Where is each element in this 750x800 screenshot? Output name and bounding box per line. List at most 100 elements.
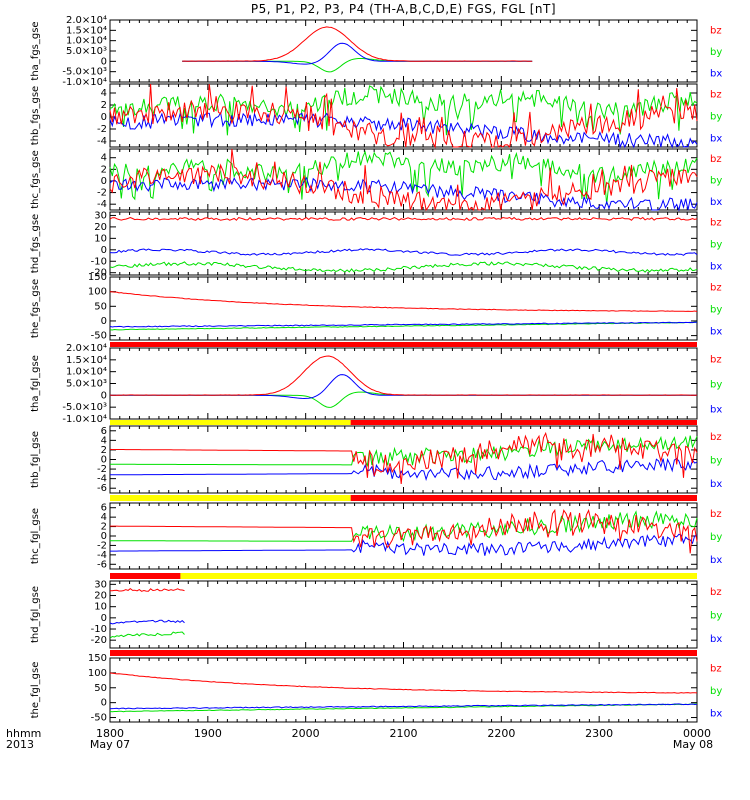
legend-bx: bx bbox=[710, 708, 722, 719]
y-axis-label: thd_fgl_gse bbox=[30, 586, 41, 643]
y-axis-label: thd_fgs_gse bbox=[30, 214, 41, 273]
y-tick-label: 2 bbox=[101, 445, 107, 456]
y-tick-label: -4 bbox=[97, 136, 107, 147]
legend-bx: bx bbox=[710, 555, 722, 566]
y-tick-label: -50 bbox=[91, 331, 107, 342]
series-bz-line bbox=[109, 672, 698, 694]
legend-by: by bbox=[710, 47, 722, 58]
y-tick-label: 2.0×10⁴ bbox=[66, 15, 107, 26]
y-tick-label: -50 bbox=[91, 713, 107, 724]
legend-by: by bbox=[710, 112, 722, 123]
series-bz-line bbox=[109, 431, 698, 485]
series-bz-line bbox=[109, 587, 185, 592]
y-tick-label: -1.0×10⁴ bbox=[62, 414, 107, 425]
y-tick-label: 0 bbox=[101, 56, 107, 67]
y-tick-label: 30 bbox=[94, 579, 107, 590]
series-bz-line bbox=[109, 148, 698, 212]
y-tick-label: 4 bbox=[101, 88, 107, 99]
legend-by: by bbox=[710, 456, 722, 467]
y-tick-label: 0 bbox=[101, 112, 107, 123]
y-tick-label: -2 bbox=[97, 188, 107, 199]
y-tick-label: 2 bbox=[101, 522, 107, 533]
y-tick-label: 50 bbox=[94, 683, 107, 694]
y-tick-label: -2 bbox=[97, 464, 107, 475]
status-bar-segment bbox=[110, 650, 697, 656]
panel-frame bbox=[109, 148, 698, 211]
series-bx-line bbox=[110, 533, 698, 556]
legend-by: by bbox=[710, 176, 722, 187]
series-bz-line bbox=[109, 83, 698, 149]
x-tick-label: 1800 bbox=[96, 727, 124, 740]
legend-bx: bx bbox=[710, 69, 722, 80]
series-by-line bbox=[109, 703, 698, 713]
status-bar-segment bbox=[180, 573, 697, 579]
series-by-line bbox=[110, 391, 697, 408]
y-tick-label: -6 bbox=[97, 559, 107, 570]
series-by-line bbox=[109, 631, 185, 639]
y-tick-label: -2 bbox=[97, 124, 107, 135]
y-axis-label: the_fgs_gse bbox=[30, 279, 41, 338]
legend-bx: bx bbox=[710, 479, 722, 490]
panel-frame bbox=[109, 580, 698, 649]
series-bz-line bbox=[109, 291, 698, 312]
y-tick-label: 0 bbox=[101, 455, 107, 466]
series-bx-line bbox=[109, 703, 698, 710]
y-tick-label: 20 bbox=[94, 591, 107, 602]
status-bar-segment bbox=[110, 420, 351, 425]
y-tick-label: 0 bbox=[101, 245, 107, 256]
y-tick-label: 0 bbox=[101, 698, 107, 709]
legend-bx: bx bbox=[710, 634, 722, 645]
y-tick-label: 1.5×10⁴ bbox=[66, 355, 107, 366]
y-axis-label: the_fgl_gse bbox=[30, 662, 41, 719]
series-by-line bbox=[109, 261, 698, 273]
y-tick-label: 1.5×10⁴ bbox=[66, 25, 107, 36]
series-bz-line bbox=[182, 26, 533, 62]
series-bz-line bbox=[109, 355, 698, 396]
panel-frame bbox=[109, 19, 698, 83]
legend-bz: bz bbox=[710, 217, 722, 228]
end-date-label: May 08 bbox=[673, 738, 713, 751]
series-bx-line bbox=[110, 457, 698, 482]
y-tick-label: -2 bbox=[97, 540, 107, 551]
y-tick-label: 5.0×10³ bbox=[66, 46, 107, 57]
y-tick-label: -4 bbox=[97, 474, 107, 485]
y-tick-label: -20 bbox=[91, 635, 107, 646]
y-tick-label: 4 bbox=[101, 512, 107, 523]
y-tick-label: -5.0×10³ bbox=[62, 67, 107, 78]
series-bz-line bbox=[109, 216, 698, 221]
y-tick-label: 100 bbox=[88, 287, 107, 298]
legend-bz: bz bbox=[710, 509, 722, 520]
x-tick-label: 0000 bbox=[683, 727, 711, 740]
y-tick-label: 0 bbox=[101, 613, 107, 624]
legend-bz: bz bbox=[710, 154, 722, 165]
y-tick-label: -4 bbox=[97, 550, 107, 561]
legend-by: by bbox=[710, 686, 722, 697]
series-bz-line bbox=[110, 508, 698, 554]
legend-bx: bx bbox=[710, 404, 722, 415]
y-tick-label: 6 bbox=[101, 426, 107, 437]
y-axis-label: thb_fgs_gse bbox=[30, 86, 41, 145]
legend-bx: bx bbox=[710, 327, 722, 338]
panel-frame bbox=[109, 502, 698, 570]
footer-row2-label: 2013 bbox=[6, 738, 34, 751]
legend-bx: bx bbox=[710, 134, 722, 145]
legend-by: by bbox=[710, 240, 722, 251]
legend-bx: bx bbox=[710, 262, 722, 273]
y-tick-label: 0 bbox=[101, 531, 107, 542]
y-tick-label: 1.0×10⁴ bbox=[66, 36, 107, 47]
status-bar-segment bbox=[350, 420, 697, 425]
y-tick-label: -20 bbox=[91, 268, 107, 279]
legend-bz: bz bbox=[710, 355, 722, 366]
x-tick-label: 1900 bbox=[194, 727, 222, 740]
status-bar-segment bbox=[350, 495, 697, 501]
start-date-label: May 07 bbox=[90, 738, 130, 751]
panel-frame bbox=[109, 211, 698, 276]
series-bx-line bbox=[109, 175, 698, 212]
status-bar-segment bbox=[110, 342, 697, 347]
legend-by: by bbox=[710, 611, 722, 622]
y-tick-label: 10 bbox=[94, 602, 107, 613]
y-tick-label: 5.0×10³ bbox=[66, 379, 107, 390]
y-tick-label: -5.0×10³ bbox=[62, 402, 107, 413]
legend-bz: bz bbox=[710, 432, 722, 443]
